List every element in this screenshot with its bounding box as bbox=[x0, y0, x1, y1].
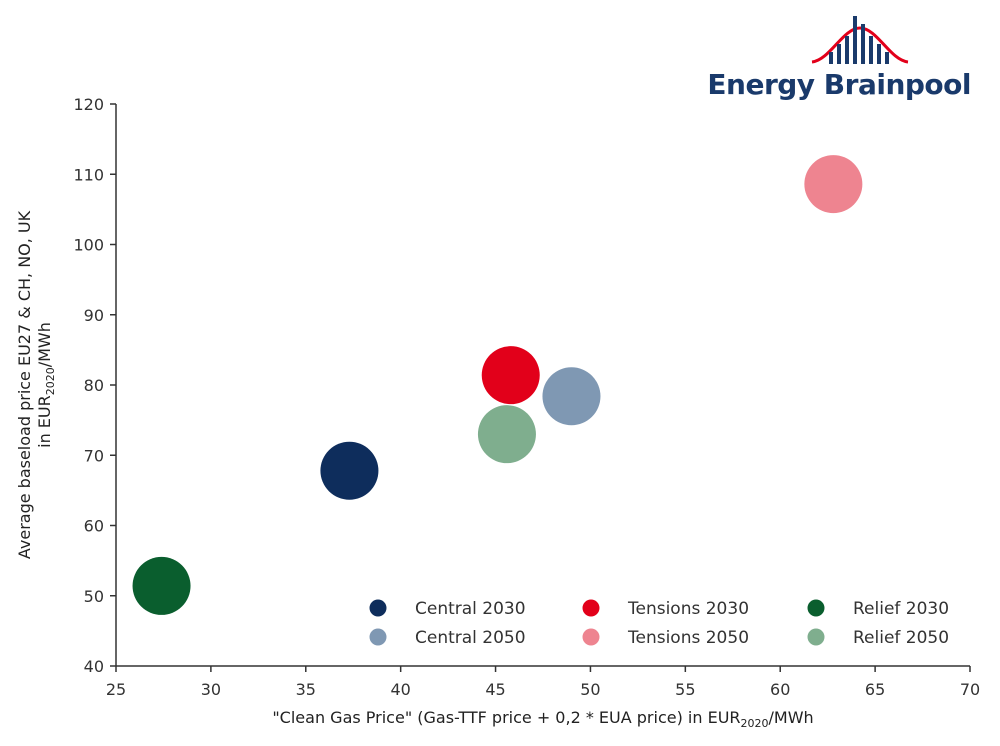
x-tick-label: 55 bbox=[675, 680, 695, 699]
legend-label: Central 2030 bbox=[415, 599, 526, 619]
y-tick-label: 50 bbox=[84, 587, 104, 606]
y-tick-label: 70 bbox=[84, 446, 104, 465]
bubble-tensions-2050 bbox=[804, 155, 863, 214]
y-tick-label: 80 bbox=[84, 376, 104, 395]
x-tick-label: 50 bbox=[580, 680, 600, 699]
bubble-central-2050 bbox=[542, 367, 601, 426]
y-tick-label: 100 bbox=[73, 236, 104, 255]
y-axis-title-line1: Average baseload price EU27 & CH, NO, UK bbox=[15, 210, 34, 559]
bubble-relief-2030 bbox=[132, 556, 191, 615]
y-tick-label: 90 bbox=[84, 306, 104, 325]
legend: Central 2030 Tensions 2030 Relief 2030 Cent… bbox=[369, 599, 949, 648]
legend-marker-relief-2050 bbox=[807, 628, 825, 646]
logo-text: Energy Brainpool bbox=[707, 68, 971, 101]
bubble-tensions-2030 bbox=[481, 346, 540, 405]
logo-bars-icon bbox=[829, 16, 889, 64]
y-axis-title: Average baseload price EU27 & CH, NO, UK… bbox=[15, 210, 57, 559]
legend-marker-tensions-2050 bbox=[582, 628, 600, 646]
bubble-central-2030 bbox=[320, 441, 379, 500]
y-axis-title-line2: in EUR2020/MWh bbox=[35, 322, 57, 448]
logo-bell-curve bbox=[811, 26, 909, 64]
legend-label: Tensions 2030 bbox=[627, 599, 749, 619]
data-points bbox=[132, 155, 863, 615]
y-axis-ticks: 40 50 60 70 80 90 100 110 120 bbox=[73, 95, 116, 676]
x-tick-label: 30 bbox=[201, 680, 221, 699]
x-tick-label: 40 bbox=[390, 680, 410, 699]
y-tick-label: 60 bbox=[84, 517, 104, 536]
legend-label: Tensions 2050 bbox=[627, 628, 749, 648]
x-tick-label: 60 bbox=[770, 680, 790, 699]
x-tick-label: 70 bbox=[960, 680, 980, 699]
legend-marker-relief-2030 bbox=[807, 599, 825, 617]
legend-marker-central-2030 bbox=[369, 599, 387, 617]
legend-marker-central-2050 bbox=[369, 628, 387, 646]
y-tick-label: 120 bbox=[73, 95, 104, 114]
x-tick-label: 25 bbox=[106, 680, 126, 699]
energy-brainpool-logo: Energy Brainpool bbox=[707, 16, 972, 101]
legend-label: Relief 2030 bbox=[853, 599, 949, 619]
x-tick-label: 35 bbox=[296, 680, 316, 699]
x-tick-label: 45 bbox=[485, 680, 505, 699]
legend-label: Relief 2050 bbox=[853, 628, 949, 648]
legend-label: Central 2050 bbox=[415, 628, 526, 648]
y-tick-label: 110 bbox=[73, 165, 104, 184]
x-tick-label: 65 bbox=[865, 680, 885, 699]
legend-marker-tensions-2030 bbox=[582, 599, 600, 617]
x-axis-title: "Clean Gas Price" (Gas-TTF price + 0,2 *… bbox=[272, 708, 813, 730]
bubble-relief-2050 bbox=[477, 405, 536, 464]
x-axis-ticks: 25 30 35 40 45 50 55 60 65 70 bbox=[106, 666, 980, 699]
y-tick-label: 40 bbox=[84, 657, 104, 676]
